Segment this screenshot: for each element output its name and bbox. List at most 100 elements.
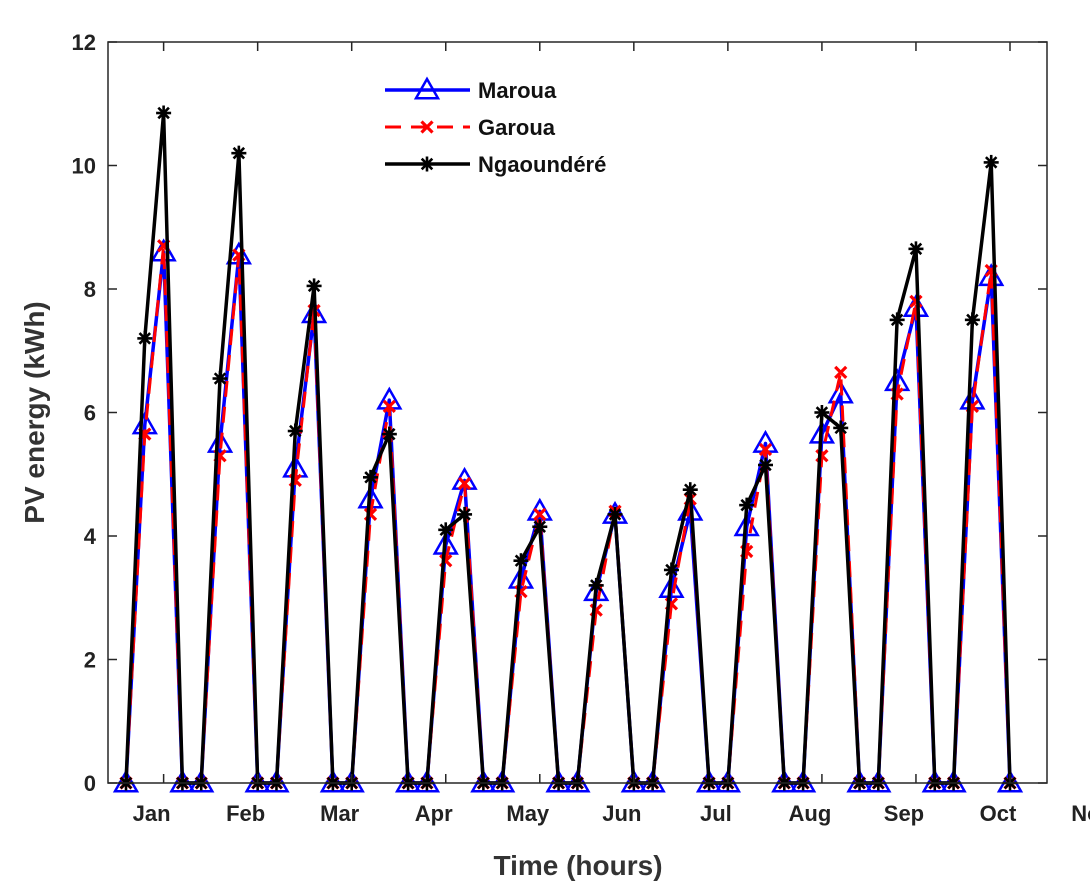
y-tick-label: 2 [84, 648, 96, 673]
axes: 0 2 4 6 8 10 12 Jan Feb Mar Apr May Jun Jul Aug Sep Oct N… [72, 30, 1090, 826]
data-point-ngaoundr [363, 469, 379, 485]
legend-marker-ngaoundr [419, 156, 435, 172]
y-tick-label: 12 [72, 30, 96, 55]
asterisk-marker-stroke [909, 242, 923, 256]
asterisk-marker-stroke [684, 483, 697, 496]
data-point-maroua [996, 769, 1024, 793]
legend-label-maroua: Maroua [478, 78, 557, 103]
data-point-maroua [432, 531, 459, 555]
asterisk-marker-stroke [307, 279, 321, 293]
data-point-ngaoundr [739, 497, 755, 513]
x-marker-stroke [382, 399, 396, 413]
asterisk-marker-stroke [364, 471, 377, 484]
data-point-ngaoundr [231, 145, 247, 161]
triangle-marker-shape [507, 565, 535, 589]
x-tick-label: Oct [980, 801, 1017, 826]
legend-label-ngaoundr: Ngaoundéré [478, 152, 606, 177]
x-tick-label: Jan [133, 801, 171, 826]
asterisk-marker-stroke [458, 508, 471, 521]
x-tick-label: Apr [415, 801, 453, 826]
data-point-maroua [206, 429, 234, 453]
data-point-garoua [382, 399, 396, 413]
data-point-ngaoundr [964, 312, 980, 328]
asterisk-marker-stroke [232, 146, 246, 160]
asterisk-marker-stroke [890, 313, 904, 327]
x-tick-label: Feb [226, 801, 265, 826]
y-tick-label: 8 [84, 277, 96, 302]
data-point-ngaoundr [381, 426, 397, 442]
x-tick-label: Nov [1071, 801, 1090, 826]
asterisk-marker-stroke [834, 421, 847, 435]
x-marker-stroke [909, 294, 923, 308]
triangle-marker-shape [658, 574, 685, 598]
data-point-maroua [507, 565, 535, 589]
x-marker-stroke [533, 507, 547, 522]
data-point-maroua [827, 380, 854, 404]
data-point-ngaoundr [513, 553, 529, 569]
asterisk-marker-stroke [966, 313, 979, 327]
y-tick-label: 6 [84, 401, 96, 426]
triangle-marker-shape [432, 531, 459, 555]
data-point-ngaoundr [607, 506, 623, 522]
y-tick-label: 10 [72, 154, 96, 179]
asterisk-marker-stroke [815, 406, 829, 419]
data-point-ngaoundr [287, 423, 303, 439]
data-point-ngaoundr [663, 562, 679, 578]
data-point-ngaoundr [908, 241, 924, 257]
asterisk-marker-stroke [608, 508, 622, 521]
data-point-ngaoundr [156, 105, 172, 121]
asterisk-marker-stroke [740, 498, 753, 512]
legend: Maroua Garoua Ngaoundéré [385, 76, 606, 177]
data-point-maroua [658, 574, 685, 598]
asterisk-marker-stroke [514, 554, 528, 567]
legend-marker-maroua [413, 76, 441, 100]
asterisk-marker-stroke [157, 106, 170, 120]
data-point-ngaoundr [532, 519, 548, 535]
x-tick-label: May [506, 801, 550, 826]
data-point-garoua [834, 365, 848, 379]
asterisk-marker-stroke [420, 157, 434, 171]
x-marker-stroke [758, 442, 773, 457]
x-axis-label: Time (hours) [493, 850, 662, 881]
y-tick-label: 4 [84, 524, 97, 549]
data-point-ngaoundr [588, 577, 604, 593]
asterisk-marker-stroke [289, 424, 302, 438]
x-marker-stroke [420, 120, 434, 134]
x-marker-stroke [457, 476, 472, 491]
asterisk-marker-stroke [759, 458, 772, 472]
triangle-marker-shape [413, 76, 441, 100]
legend-label-garoua: Garoua [478, 115, 556, 140]
x-tick-label: Jul [700, 801, 732, 826]
x-tick-label: Mar [320, 801, 360, 826]
y-tick-label: 0 [84, 771, 96, 796]
triangle-marker-shape [206, 429, 234, 453]
asterisk-marker-stroke [589, 579, 603, 592]
data-point-ngaoundr [983, 154, 999, 170]
asterisk-marker-stroke [533, 520, 547, 533]
asterisk-marker-stroke [383, 427, 396, 441]
triangle-marker-shape [112, 769, 140, 793]
asterisk-marker-stroke [984, 156, 998, 169]
data-point-ngaoundr [889, 312, 905, 328]
asterisk-marker-stroke [665, 563, 678, 577]
data-point-ngaoundr [457, 506, 473, 522]
data-point-ngaoundr [306, 278, 322, 294]
data-point-ngaoundr [833, 420, 849, 436]
triangle-marker-shape [996, 769, 1024, 793]
legend-marker-garoua [420, 120, 434, 134]
data-point-ngaoundr [757, 457, 773, 473]
asterisk-marker-stroke [213, 372, 227, 385]
data-point-ngaoundr [438, 522, 454, 538]
asterisk-marker-stroke [138, 332, 152, 345]
y-axis-label: PV energy (kWh) [19, 301, 50, 523]
x-tick-label: Jun [602, 801, 641, 826]
x-tick-label: Aug [789, 801, 832, 826]
data-point-garoua [457, 476, 472, 491]
data-point-ngaoundr [814, 405, 830, 420]
asterisk-marker-stroke [439, 523, 452, 537]
data-point-maroua [112, 769, 140, 793]
data-point-garoua [758, 442, 773, 457]
data-point-garoua [533, 507, 547, 522]
data-point-ngaoundr [682, 482, 698, 498]
